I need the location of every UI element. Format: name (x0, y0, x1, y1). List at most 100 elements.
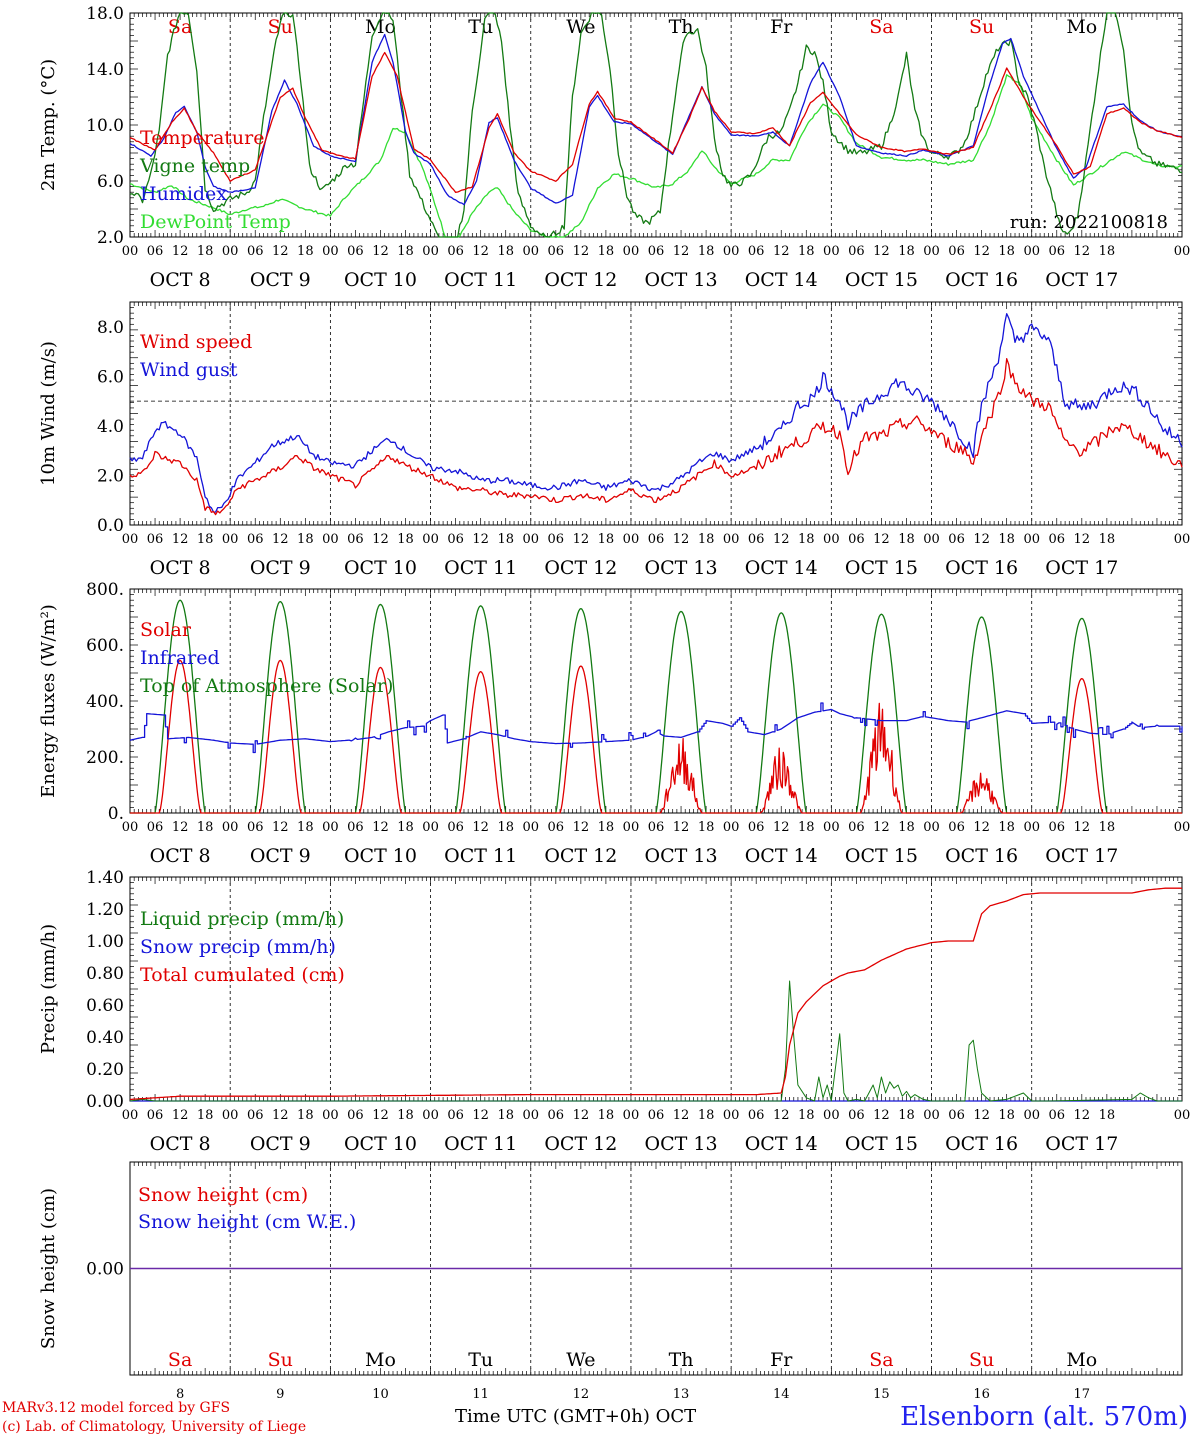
hour-tick-label: 06 (648, 820, 665, 835)
hour-tick-label: 12 (1074, 820, 1091, 835)
hour-tick-label: 00 (1023, 532, 1040, 547)
hour-tick-label: 18 (497, 532, 514, 547)
hour-tick-label: 00 (623, 532, 640, 547)
hour-tick-label: 18 (698, 1108, 715, 1123)
hour-tick-label: 00 (122, 820, 139, 835)
hour-tick-label: 12 (673, 532, 690, 547)
hour-tick-label: 00 (122, 532, 139, 547)
date-label: OCT 13 (645, 269, 718, 291)
y-tick-label: 18.0 (86, 4, 124, 24)
weekday-label: Fr (770, 16, 793, 38)
y-tick-label: 600. (86, 636, 124, 656)
hour-tick-label: 06 (748, 244, 765, 259)
legend-entry: Vigne temp (139, 155, 250, 177)
hour-tick-label: 00 (322, 820, 339, 835)
hour-tick-label: 12 (172, 820, 189, 835)
day-number-label: 13 (673, 1387, 690, 1402)
day-number-label: 16 (973, 1387, 990, 1402)
hour-tick-label: 18 (798, 1108, 815, 1123)
hour-tick-label: 00 (222, 532, 239, 547)
date-label: OCT 17 (1045, 557, 1118, 579)
hour-tick-label: 18 (698, 532, 715, 547)
hour-tick-label: 18 (998, 244, 1015, 259)
hour-tick-label: 00 (422, 1108, 439, 1123)
hour-tick-label: 06 (147, 532, 164, 547)
hour-tick-label: 00 (1023, 1108, 1040, 1123)
y-tick-label: 0.40 (86, 1028, 124, 1048)
hour-tick-label: 12 (472, 820, 489, 835)
y-tick-label: 10.0 (86, 116, 124, 136)
date-label: OCT 13 (645, 557, 718, 579)
y-tick-label: 0.00 (86, 1092, 124, 1112)
hour-tick-label: 12 (1074, 532, 1091, 547)
legend-entry: Snow precip (mm/h) (140, 936, 336, 958)
hour-tick-label: 00 (122, 244, 139, 259)
date-label: OCT 13 (645, 1133, 718, 1155)
weekday-label: Fr (770, 1349, 793, 1371)
hour-tick-label: 12 (172, 244, 189, 259)
hour-tick-label: 06 (1048, 244, 1065, 259)
hour-tick-label: 18 (297, 532, 314, 547)
hour-tick-label: 12 (472, 1108, 489, 1123)
date-label: OCT 16 (945, 557, 1018, 579)
legend-entry: Solar (140, 619, 192, 641)
y-axis-label: Precip (mm/h) (38, 924, 59, 1054)
hour-tick-label: 18 (1099, 532, 1116, 547)
y-tick-label: 0.80 (86, 964, 124, 984)
day-number-label: 11 (472, 1387, 489, 1402)
hour-tick-label: 00 (422, 820, 439, 835)
series-infrared (129, 702, 1183, 754)
day-number-label: 9 (276, 1387, 284, 1402)
y-tick-label: 2.0 (97, 228, 124, 248)
hour-tick-label: 06 (147, 820, 164, 835)
hour-tick-label: 00 (522, 820, 539, 835)
hour-tick-label: 00 (522, 1108, 539, 1123)
series-humidex (129, 33, 1183, 206)
weekday-label: Tu (468, 16, 493, 38)
hour-tick-label: 12 (272, 532, 289, 547)
hour-tick-label: 00 (923, 820, 940, 835)
weekday-label: Su (268, 16, 293, 38)
hour-tick-label: 00 (723, 532, 740, 547)
hour-tick-label: 00 (1174, 1108, 1191, 1123)
hour-tick-label: 18 (798, 820, 815, 835)
hour-tick-label: 06 (948, 244, 965, 259)
hour-tick-label: 06 (748, 532, 765, 547)
hour-tick-label: 00 (823, 244, 840, 259)
hour-tick-label: 06 (247, 820, 264, 835)
legend-entry: Liquid precip (mm/h) (140, 908, 344, 930)
hour-tick-label: 06 (347, 532, 364, 547)
hour-tick-label: 18 (898, 244, 915, 259)
date-label: OCT 11 (444, 845, 517, 867)
hour-tick-label: 00 (1174, 820, 1191, 835)
day-number-label: 17 (1074, 1387, 1091, 1402)
hour-tick-label: 18 (998, 1108, 1015, 1123)
legend-entry: Top of Atmosphere (Solar) (140, 675, 393, 697)
y-tick-label: 200. (86, 748, 124, 768)
x-axis-title: Time UTC (GMT+0h) OCT (455, 1406, 697, 1427)
hour-tick-label: 06 (447, 532, 464, 547)
hour-tick-label: 06 (347, 1108, 364, 1123)
hour-tick-label: 18 (598, 244, 615, 259)
hour-tick-label: 12 (873, 1108, 890, 1123)
hour-tick-label: 00 (322, 244, 339, 259)
date-label: OCT 11 (444, 557, 517, 579)
hour-tick-label: 18 (698, 244, 715, 259)
hour-tick-label: 18 (297, 820, 314, 835)
date-label: OCT 10 (344, 1133, 417, 1155)
date-label: OCT 14 (745, 269, 818, 291)
weekday-label: Sa (168, 1349, 192, 1371)
hour-tick-label: 00 (1174, 532, 1191, 547)
hour-tick-label: 06 (848, 244, 865, 259)
hour-tick-label: 00 (623, 1108, 640, 1123)
hour-tick-label: 00 (723, 1108, 740, 1123)
legend-entry: Temperature (140, 127, 264, 149)
hour-tick-label: 12 (372, 244, 389, 259)
hour-tick-label: 18 (1099, 820, 1116, 835)
hour-tick-label: 18 (297, 244, 314, 259)
weekday-label: Tu (468, 1349, 493, 1371)
hour-tick-label: 18 (598, 1108, 615, 1123)
y-tick-label: 400. (86, 692, 124, 712)
hour-tick-label: 06 (748, 820, 765, 835)
